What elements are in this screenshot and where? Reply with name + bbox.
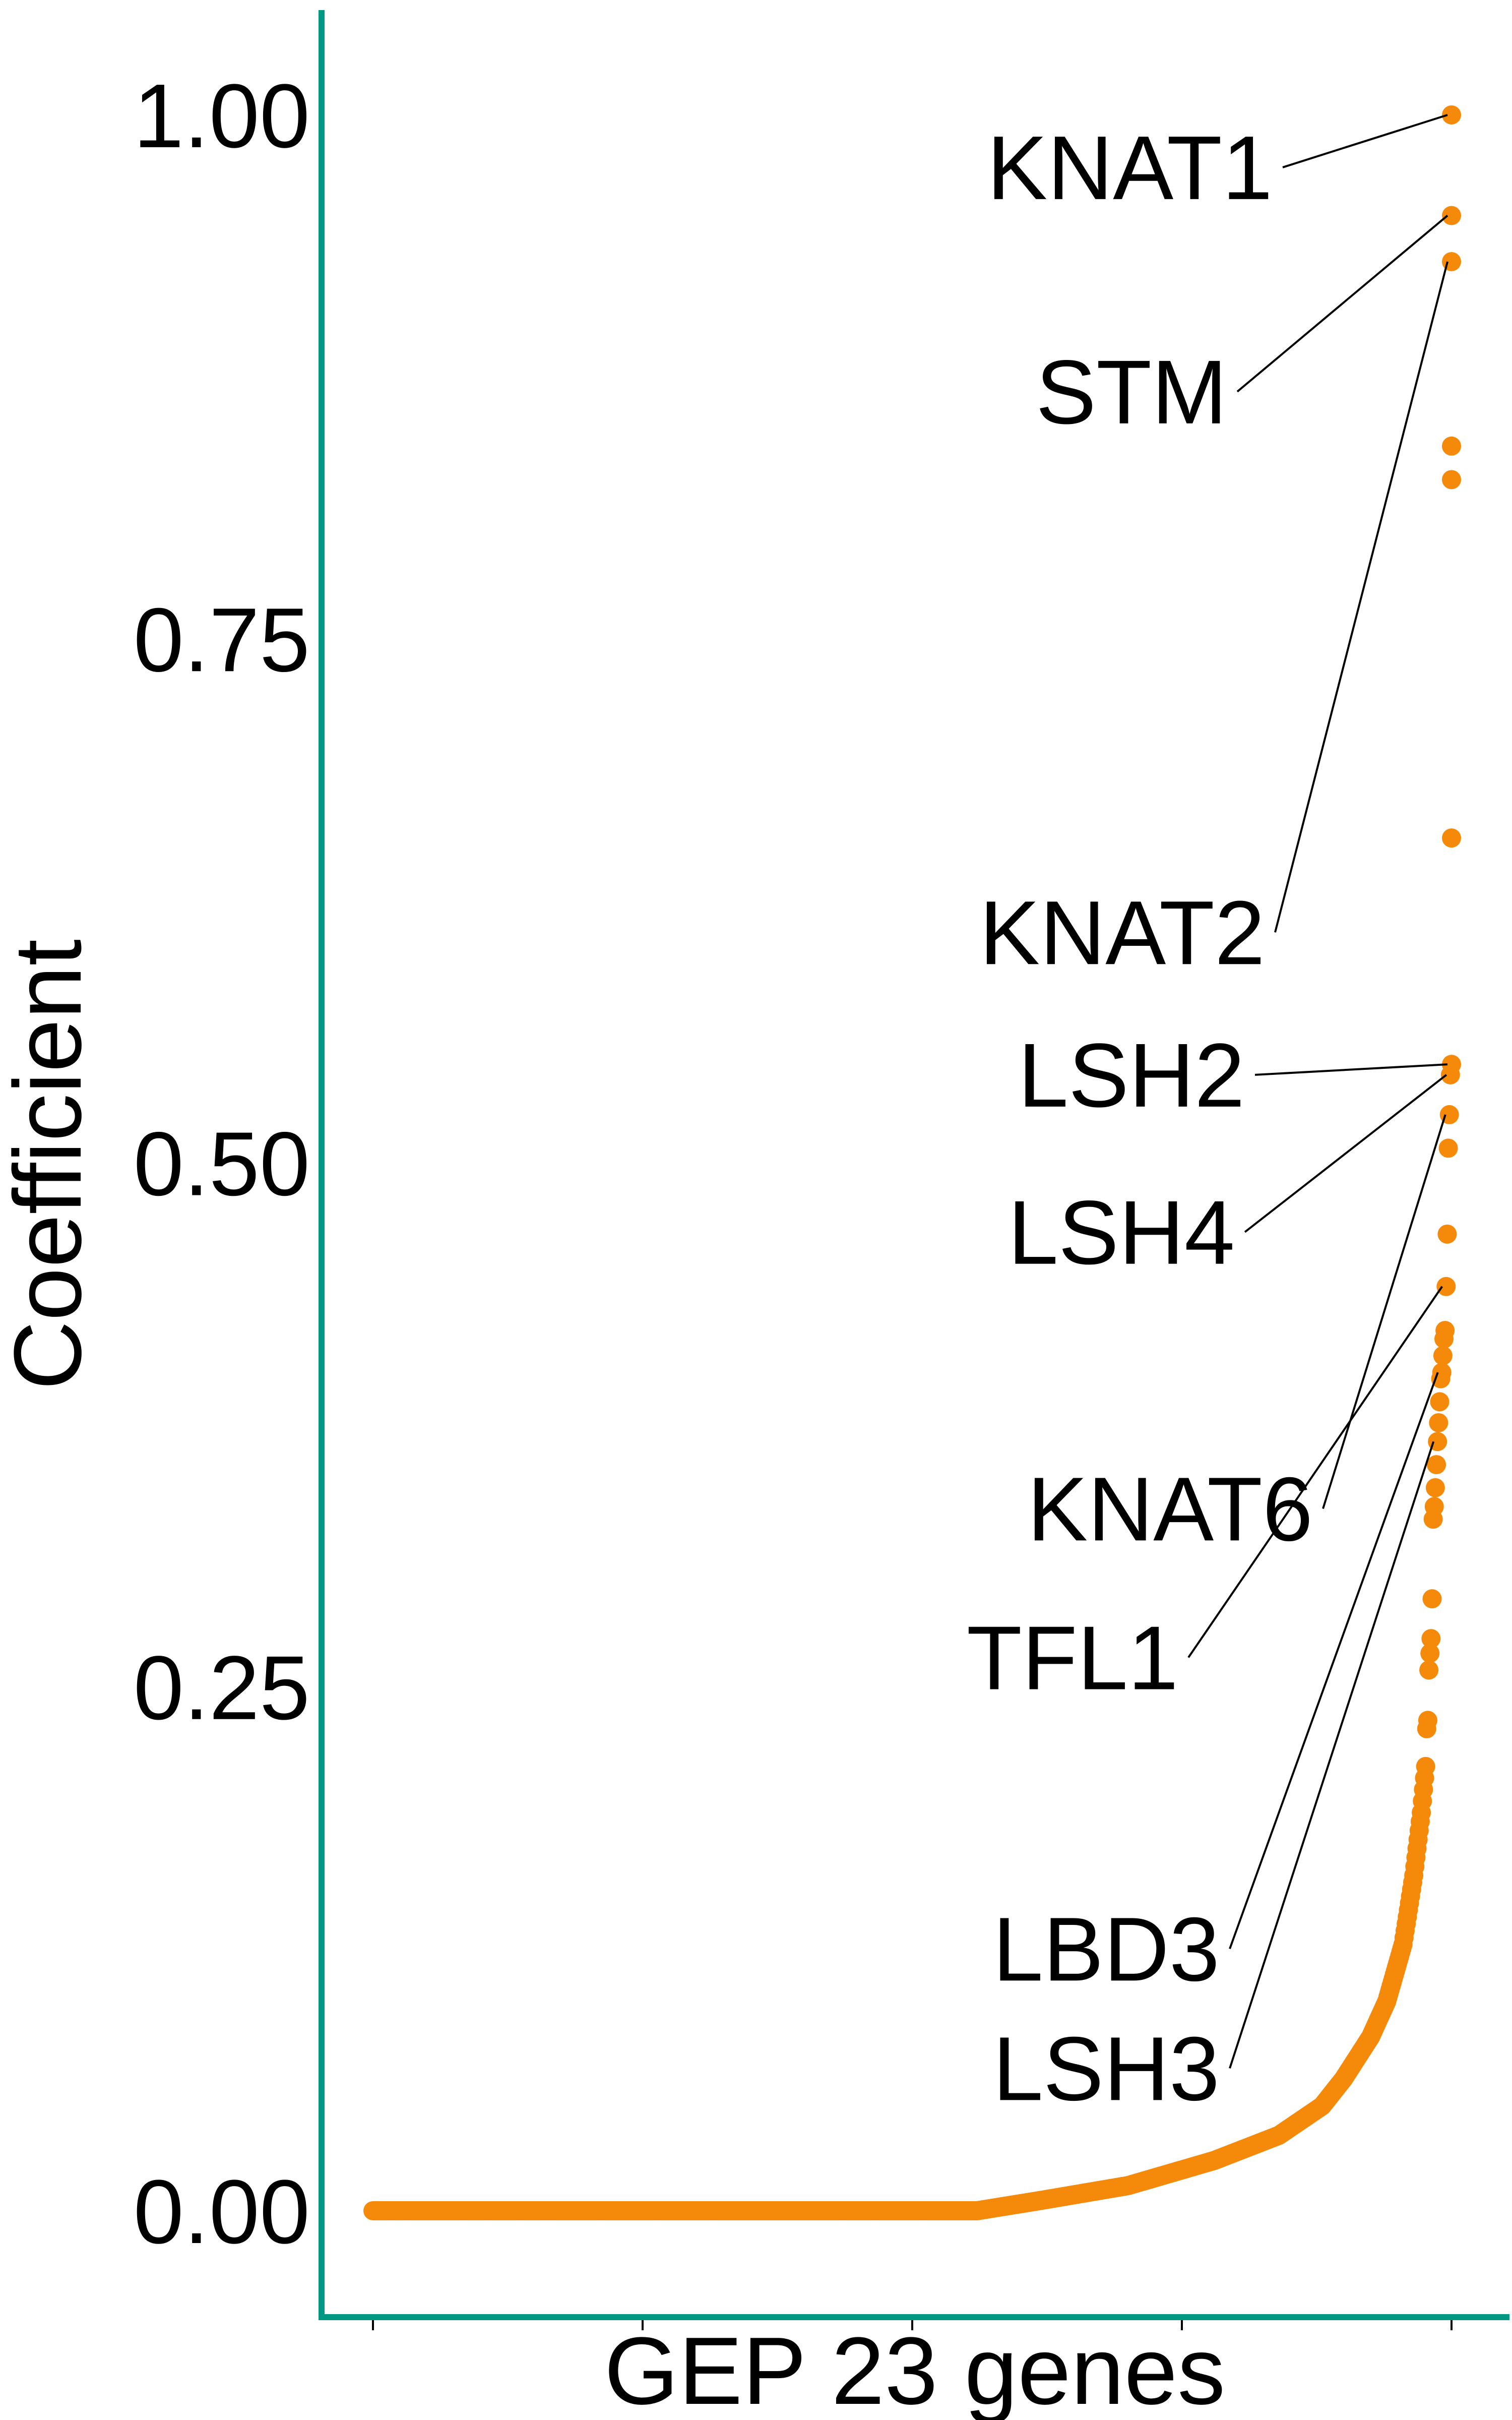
data-point xyxy=(1422,1589,1442,1609)
data-point xyxy=(1424,1497,1444,1517)
gene-label-knat2: KNAT2 xyxy=(979,882,1265,984)
leader-line-tfl1 xyxy=(1187,1286,1443,1658)
data-point xyxy=(1427,1455,1446,1475)
data-point xyxy=(1437,1224,1457,1244)
data-point xyxy=(1418,1711,1437,1730)
data-point xyxy=(1442,470,1461,490)
leader-line-lsh3 xyxy=(1229,1441,1435,2069)
gene-label-lsh2: LSH2 xyxy=(1018,1025,1245,1126)
data-point xyxy=(1442,828,1461,848)
leader-line-knat6 xyxy=(1322,1114,1446,1509)
leader-line-stm xyxy=(1236,215,1448,393)
y-tick-label: 0.75 xyxy=(134,589,310,691)
gene-label-tfl1: TFL1 xyxy=(967,1608,1178,1709)
x-axis-ticks xyxy=(372,2320,1453,2330)
data-point xyxy=(1430,1392,1450,1412)
y-tick-label: 0.50 xyxy=(134,1114,310,1215)
data-point-knat1 xyxy=(1442,105,1461,125)
leader-line-knat2 xyxy=(1274,261,1448,933)
data-points xyxy=(363,105,1461,2220)
data-point xyxy=(1438,1138,1458,1158)
gene-labels: KNAT1 STM KNAT2 LSH2 LSH4 KNAT6 TFL1 LBD3 LSH3 xyxy=(967,117,1313,2120)
x-axis-title: GEP 23 genes xyxy=(604,2318,1225,2420)
gene-label-stm: STM xyxy=(1036,342,1227,443)
gene-label-knat1: KNAT1 xyxy=(987,117,1273,219)
leader-line-lsh4 xyxy=(1244,1074,1447,1233)
y-axis-tick-labels: 0.00 0.25 0.50 0.75 1.00 xyxy=(134,66,310,2263)
data-point xyxy=(1429,1413,1448,1432)
data-point xyxy=(1420,1644,1440,1663)
data-point-stm xyxy=(1442,206,1461,225)
y-tick-label: 1.00 xyxy=(134,66,310,167)
data-point xyxy=(1435,1321,1455,1341)
data-point-lsh2 xyxy=(1442,1055,1461,1074)
data-point xyxy=(1421,1629,1441,1649)
gene-label-knat6: KNAT6 xyxy=(1027,1459,1313,1560)
data-point xyxy=(1425,1478,1445,1497)
leader-line-lsh2 xyxy=(1254,1063,1448,1076)
leader-line-lbd3 xyxy=(1229,1372,1439,1950)
gene-label-lsh4: LSH4 xyxy=(1008,1182,1235,1284)
data-point xyxy=(1433,1346,1453,1365)
gene-label-lsh3: LSH3 xyxy=(993,2018,1220,2120)
y-tick-label: 0.25 xyxy=(134,1638,310,1739)
label-leader-lines xyxy=(1187,114,1448,2069)
data-point xyxy=(1442,436,1461,456)
data-point xyxy=(1419,1660,1439,1680)
leader-line-knat1 xyxy=(1282,114,1448,168)
y-tick-label: 0.00 xyxy=(134,2161,310,2263)
y-axis-title: Coefficient xyxy=(0,939,101,1390)
data-point-tfl1 xyxy=(1436,1277,1456,1296)
gene-label-lbd3: LBD3 xyxy=(993,1899,1220,2000)
data-point xyxy=(1416,1757,1435,1776)
